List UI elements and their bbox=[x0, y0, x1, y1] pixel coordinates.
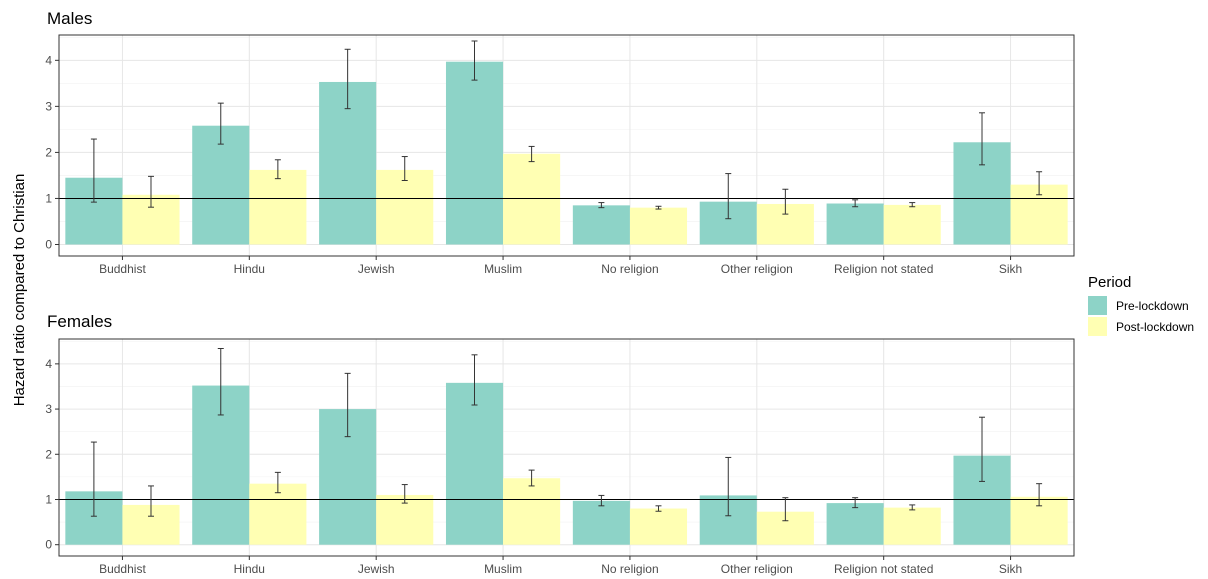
legend-swatch-pre-lockdown bbox=[1088, 296, 1107, 315]
y-axis-title: Hazard ratio compared to Christian bbox=[11, 174, 28, 407]
x-tick-label: Muslim bbox=[484, 262, 522, 276]
bar-pre-lockdown bbox=[192, 125, 250, 245]
panel-title: Males bbox=[47, 9, 92, 28]
error-bar bbox=[782, 188, 789, 215]
x-tick-label: Hindu bbox=[234, 562, 265, 576]
chart-panels: Males 0 1 2 3 4 Buddhist Hindu Jewish Muslim No re… bbox=[45, 9, 1075, 576]
y-tick-label: 3 bbox=[45, 99, 52, 113]
x-tick-label: Hindu bbox=[234, 262, 265, 276]
bar-post-lockdown bbox=[249, 169, 307, 245]
error-bar bbox=[528, 145, 535, 163]
bar-pre-lockdown bbox=[445, 382, 504, 545]
error-bar bbox=[852, 497, 859, 509]
x-tick-label: Jewish bbox=[358, 262, 395, 276]
error-bar bbox=[471, 40, 478, 81]
x-tick-label: Jewish bbox=[358, 562, 395, 576]
error-bar bbox=[725, 173, 732, 220]
y-tick-label: 2 bbox=[45, 447, 52, 461]
error-bar bbox=[852, 199, 859, 208]
bar-post-lockdown bbox=[629, 207, 688, 245]
error-bar bbox=[782, 497, 789, 522]
bar-post-lockdown bbox=[629, 508, 688, 545]
y-tick-label: 1 bbox=[45, 492, 52, 506]
plot-border bbox=[58, 34, 1075, 257]
y-tick-label: 1 bbox=[45, 191, 52, 205]
x-tick-label: Buddhist bbox=[99, 562, 146, 576]
error-bar bbox=[725, 456, 732, 517]
error-bar bbox=[217, 102, 224, 145]
bar-pre-lockdown bbox=[826, 503, 884, 545]
panel-males: Males 0 1 2 3 4 Buddhist Hindu Jewish Muslim No re… bbox=[45, 9, 1075, 276]
x-tick-label: Sikh bbox=[999, 262, 1022, 276]
y-tick-label: 3 bbox=[45, 402, 52, 416]
bar-pre-lockdown bbox=[572, 500, 630, 545]
bar-post-lockdown bbox=[376, 169, 434, 245]
error-bar bbox=[598, 494, 605, 507]
error-bar bbox=[655, 205, 662, 210]
y-tick-label: 0 bbox=[45, 538, 52, 552]
error-bar bbox=[979, 416, 986, 482]
legend: Period Pre-lockdown Post-lockdown bbox=[1088, 274, 1194, 336]
x-tick-label: Other religion bbox=[721, 262, 793, 276]
bar-post-lockdown bbox=[249, 483, 307, 545]
error-bar bbox=[90, 138, 97, 203]
y-tick-label: 2 bbox=[45, 145, 52, 159]
y-tick-label: 4 bbox=[45, 53, 52, 67]
error-bar bbox=[344, 372, 351, 438]
error-bar bbox=[528, 469, 535, 487]
bar-post-lockdown bbox=[883, 507, 941, 545]
error-bar bbox=[147, 175, 154, 208]
bar-pre-lockdown bbox=[445, 61, 504, 245]
bar-post-lockdown bbox=[883, 204, 941, 245]
x-tick-label: Buddhist bbox=[99, 262, 146, 276]
error-bar bbox=[471, 354, 478, 406]
legend-title: Period bbox=[1088, 274, 1131, 291]
bar-pre-lockdown bbox=[826, 203, 884, 245]
legend-swatch-post-lockdown bbox=[1088, 317, 1107, 336]
error-bar bbox=[598, 202, 605, 209]
plot-border bbox=[58, 338, 1075, 557]
bar-post-lockdown bbox=[503, 478, 561, 545]
error-bar bbox=[401, 156, 408, 181]
error-bar bbox=[217, 347, 224, 416]
panel-females: Females 0 1 2 3 4 Buddhist Hindu Jewish Muslim No … bbox=[45, 312, 1075, 576]
legend-label-pre-lockdown: Pre-lockdown bbox=[1116, 299, 1189, 313]
y-tick-label: 4 bbox=[45, 357, 52, 371]
error-bar bbox=[274, 159, 281, 180]
panel-title: Females bbox=[47, 312, 112, 331]
x-tick-label: Religion not stated bbox=[834, 262, 933, 276]
x-tick-label: Sikh bbox=[999, 562, 1022, 576]
error-bar bbox=[909, 202, 916, 208]
error-bar bbox=[90, 441, 97, 517]
x-tick-label: No religion bbox=[601, 262, 658, 276]
x-tick-label: Religion not stated bbox=[834, 562, 933, 576]
error-bar bbox=[909, 504, 916, 511]
error-bar bbox=[274, 471, 281, 494]
bar-pre-lockdown bbox=[572, 205, 630, 245]
error-bar bbox=[1036, 171, 1043, 196]
x-tick-label: Muslim bbox=[484, 562, 522, 576]
error-bar bbox=[147, 485, 154, 517]
error-bar bbox=[344, 48, 351, 110]
error-bar bbox=[655, 505, 662, 512]
y-tick-label: 0 bbox=[45, 237, 52, 251]
error-bar bbox=[401, 484, 408, 504]
x-tick-label: No religion bbox=[601, 562, 658, 576]
legend-label-post-lockdown: Post-lockdown bbox=[1116, 320, 1194, 334]
error-bar bbox=[979, 112, 986, 166]
bar-post-lockdown bbox=[503, 153, 561, 245]
error-bar bbox=[1036, 483, 1043, 507]
x-tick-label: Other religion bbox=[721, 562, 793, 576]
